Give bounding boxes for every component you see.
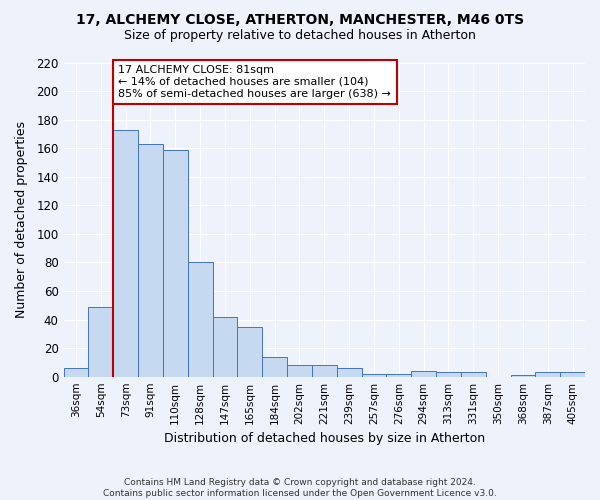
Bar	[163, 150, 188, 376]
Text: 17 ALCHEMY CLOSE: 81sqm
← 14% of detached houses are smaller (104)
85% of semi-d: 17 ALCHEMY CLOSE: 81sqm ← 14% of detache…	[118, 66, 391, 98]
Bar	[138, 144, 163, 376]
Bar	[411, 371, 436, 376]
Bar	[238, 326, 262, 376]
Bar	[287, 366, 312, 376]
Bar	[312, 366, 337, 376]
Bar	[64, 368, 88, 376]
Bar	[436, 372, 461, 376]
Text: Size of property relative to detached houses in Atherton: Size of property relative to detached ho…	[124, 29, 476, 42]
Bar	[188, 262, 212, 376]
Y-axis label: Number of detached properties: Number of detached properties	[15, 121, 28, 318]
Bar	[262, 356, 287, 376]
Bar	[560, 372, 585, 376]
Bar	[461, 372, 485, 376]
Bar	[362, 374, 386, 376]
Bar	[386, 374, 411, 376]
Bar	[212, 316, 238, 376]
Bar	[113, 130, 138, 376]
X-axis label: Distribution of detached houses by size in Atherton: Distribution of detached houses by size …	[164, 432, 485, 445]
Bar	[88, 306, 113, 376]
Bar	[535, 372, 560, 376]
Text: 17, ALCHEMY CLOSE, ATHERTON, MANCHESTER, M46 0TS: 17, ALCHEMY CLOSE, ATHERTON, MANCHESTER,…	[76, 12, 524, 26]
Bar	[337, 368, 362, 376]
Text: Contains HM Land Registry data © Crown copyright and database right 2024.
Contai: Contains HM Land Registry data © Crown c…	[103, 478, 497, 498]
